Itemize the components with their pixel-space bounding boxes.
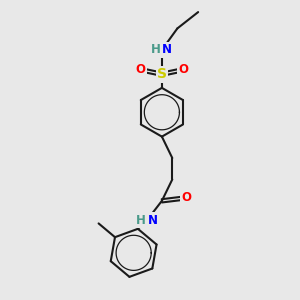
Text: O: O (136, 63, 146, 76)
Text: N: N (162, 43, 172, 56)
Text: S: S (157, 67, 167, 81)
Text: N: N (147, 214, 158, 226)
Text: O: O (178, 63, 188, 76)
Text: H: H (136, 214, 146, 226)
Text: O: O (181, 191, 191, 204)
Text: H: H (150, 43, 160, 56)
